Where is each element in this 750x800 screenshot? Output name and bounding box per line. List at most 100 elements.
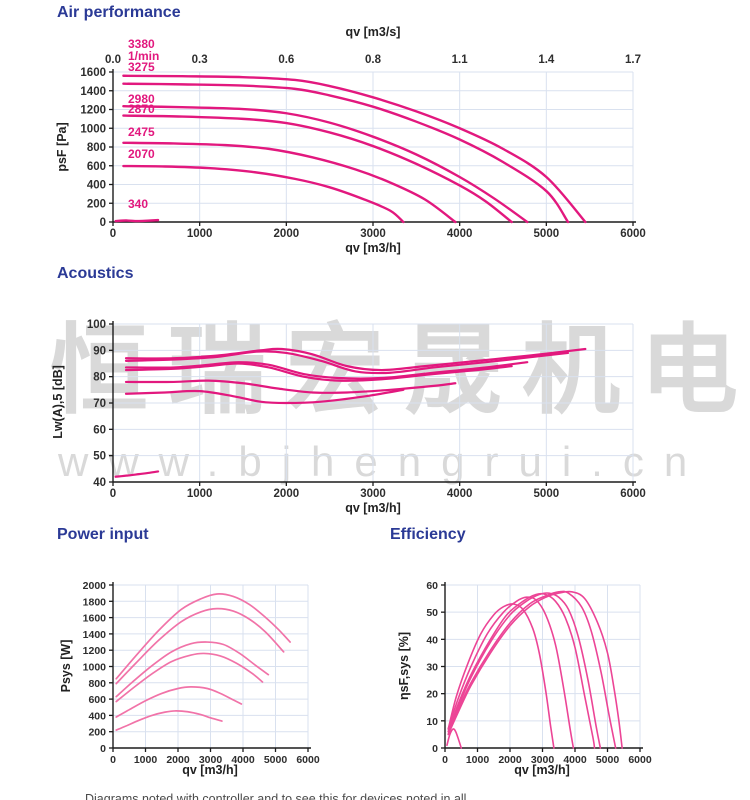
tick-label: 0	[110, 754, 116, 766]
tick-label: 6000	[628, 754, 652, 766]
power-y-axis-label: Psys [W]	[59, 639, 73, 693]
tick-label: 4000	[447, 488, 473, 500]
tick-label: 0	[432, 743, 438, 755]
curve-air-performance-2070	[122, 164, 405, 224]
tick-label: 3000	[531, 754, 555, 766]
tick-label: 30	[426, 662, 438, 674]
tick-label: 2000	[498, 754, 522, 766]
air-top-axis-label: qv [m3/s]	[345, 25, 401, 39]
tick-label: 40	[93, 477, 106, 489]
curve-acoustics-3275	[124, 350, 570, 375]
efficiency-x-axis-label: qv [m3/h]	[514, 763, 570, 777]
tick-label: 6000	[620, 228, 646, 240]
tick-label: 6000	[620, 488, 646, 500]
curve-efficiency-340	[446, 728, 463, 749]
tick-label: 3000	[199, 754, 223, 766]
tick-label: 1200	[80, 105, 106, 117]
tick-label: 1600	[80, 67, 106, 79]
power-x-axis-label: qv [m3/h]	[182, 763, 238, 777]
tick-label: 1600	[83, 613, 107, 625]
curve-efficiency-3380	[447, 590, 623, 749]
tick-label: 600	[87, 161, 106, 173]
curve-efficiency-2475	[447, 596, 575, 749]
chart-title-air-performance: Air performance	[57, 4, 181, 21]
curve-efficiency-2870	[447, 592, 596, 749]
tick-label: 5000	[534, 488, 560, 500]
tick-label: 40	[426, 634, 438, 646]
curve-air-performance-2980	[122, 105, 529, 224]
tick-label: 0	[100, 743, 106, 755]
chart-title-acoustics: Acoustics	[57, 265, 134, 282]
air-y-axis-label: psF [Pa]	[55, 122, 69, 172]
tick-label: 400	[88, 710, 106, 722]
tick-label: 100	[87, 319, 106, 331]
tick-label: 1000	[134, 754, 158, 766]
tick-label: 800	[87, 142, 106, 154]
tick-label: 0.3	[192, 54, 208, 66]
tick-label: 1.1	[452, 54, 469, 66]
curve-acoustics-2980	[124, 361, 529, 380]
tick-label: 1400	[83, 629, 107, 641]
tick-label: 4000	[563, 754, 587, 766]
tick-label: 1200	[83, 645, 107, 657]
tick-label: 2000	[166, 754, 190, 766]
tick-label: 1000	[83, 662, 107, 674]
tick-label: 1400	[80, 86, 106, 98]
tick-label: 2000	[274, 488, 300, 500]
curve-acoustics-2870	[124, 362, 513, 382]
tick-label: 70	[93, 398, 106, 410]
tick-label: 200	[87, 198, 106, 210]
tick-label: 50	[426, 607, 438, 619]
tick-label: 0.6	[278, 54, 294, 66]
tick-label: 1000	[187, 228, 213, 240]
tick-label: 50	[93, 451, 106, 463]
tick-label: 1800	[83, 596, 107, 608]
tick-label: 0.8	[365, 54, 382, 66]
air-x-axis-label: qv [m3/h]	[345, 241, 401, 255]
tick-label: 0	[100, 217, 106, 229]
curve-acoustics-3380	[124, 347, 587, 372]
tick-label: 4000	[447, 228, 473, 240]
acoustics-y-axis-label: Lw(A),5 [dB]	[51, 365, 65, 439]
tick-label: 60	[426, 580, 438, 592]
chart-title-efficiency: Efficiency	[390, 526, 466, 543]
tick-label: 0	[442, 754, 448, 766]
curve-air-performance-2870	[122, 114, 513, 224]
tick-label: 2000	[274, 228, 300, 240]
tick-label: 0	[110, 228, 116, 240]
efficiency-y-axis-label: ηsF,sys [%]	[397, 631, 411, 701]
curve-power-input-2870	[115, 652, 264, 703]
tick-label: 1.4	[538, 54, 555, 66]
tick-label: 1000	[466, 754, 490, 766]
tick-label: 10	[426, 716, 438, 728]
curve-efficiency-2070	[447, 603, 555, 749]
curve-acoustics-2070	[124, 388, 405, 405]
curve-power-input-2070	[115, 710, 223, 731]
curve-power-input-3275	[115, 607, 285, 685]
acoustics-x-axis-label: qv [m3/h]	[345, 501, 401, 515]
tick-label: 5000	[534, 228, 560, 240]
tick-label: 3000	[360, 228, 386, 240]
tick-label: 3000	[360, 488, 386, 500]
curve-acoustics-2475	[124, 379, 457, 394]
curve-acoustics-340	[114, 470, 160, 478]
tick-label: 600	[88, 694, 106, 706]
tick-label: 1.7	[625, 54, 641, 66]
tick-label: 1000	[187, 488, 213, 500]
tick-label: 2000	[83, 580, 107, 592]
tick-label: 800	[88, 678, 106, 690]
chart-title-power-input: Power input	[57, 526, 149, 543]
bottom-caption: Diagrams noted with controller and to se…	[85, 792, 467, 800]
curve-efficiency-2980	[447, 592, 602, 749]
tick-label: 4000	[231, 754, 255, 766]
tick-label: 80	[93, 372, 106, 384]
tick-label: 0.0	[105, 54, 121, 66]
curve-power-input-2980	[115, 641, 270, 698]
tick-label: 20	[426, 689, 438, 701]
curve-air-performance-2475	[122, 141, 457, 224]
tick-label: 400	[87, 180, 106, 192]
curve-power-input-3380	[115, 593, 291, 680]
tick-label: 200	[88, 727, 106, 739]
tick-label: 6000	[296, 754, 320, 766]
